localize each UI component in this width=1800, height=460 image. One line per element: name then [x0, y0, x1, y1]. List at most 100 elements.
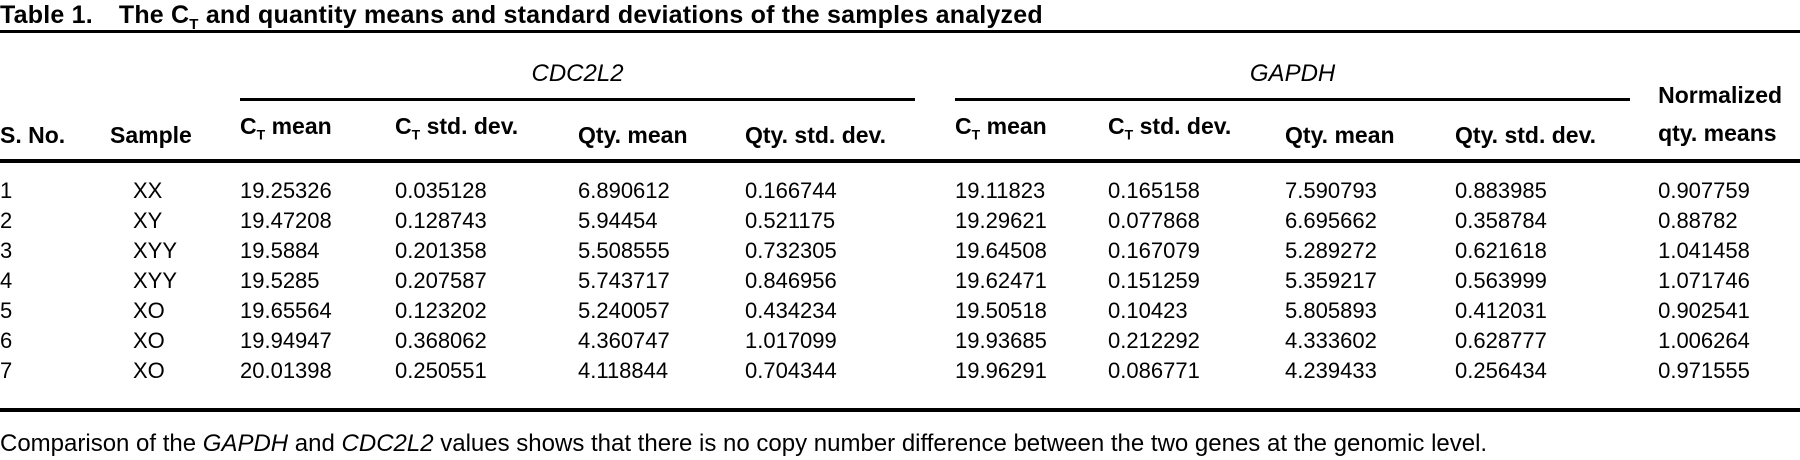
group-header-gapdh: GAPDH [955, 32, 1658, 101]
group-header-spacer [0, 32, 240, 102]
column-header: Qty. mean [1285, 101, 1456, 163]
table-cell: 19.50518 [955, 297, 1047, 323]
table-cell: 0.358784 [1455, 207, 1547, 233]
table-cell: 0.151259 [1108, 267, 1200, 293]
column-header: Sample [110, 101, 240, 163]
gene-group-label: GAPDH [955, 59, 1631, 101]
table-cell: 0.412031 [1455, 297, 1547, 323]
table-row: 5 XO 19.65564 0.123202 5.240057 0.434234 19.50… [0, 296, 1800, 326]
column-header-row: S. No. Sample CT mean CT std. dev. Qty. mean… [0, 101, 1800, 163]
table-cell: 19.47208 [240, 207, 332, 233]
subscript: T [1124, 126, 1134, 143]
column-header: CT mean [240, 101, 395, 163]
column-header: Qty. mean [578, 101, 745, 163]
table-cell: XX [133, 177, 163, 203]
table-cell: 19.5285 [240, 267, 320, 293]
table-cell: 4.360747 [578, 327, 670, 353]
table-cell: 0.883985 [1455, 177, 1547, 203]
table-cell: 1 [0, 177, 13, 203]
subscript: T [971, 126, 981, 143]
table-row: 6 XO 19.94947 0.368062 4.360747 1.017099 19.93… [0, 326, 1800, 356]
table-cell: 0.971555 [1658, 357, 1750, 383]
subscript: T [411, 126, 421, 143]
table-cell: 19.29621 [955, 207, 1047, 233]
table-cell: 7 [0, 357, 13, 383]
table-cell: 5.289272 [1285, 237, 1377, 263]
subscript: T [189, 16, 199, 33]
column-header: Qty. std. dev. [1455, 101, 1659, 163]
table-cell: 4.333602 [1285, 327, 1377, 353]
table-cell: 0.035128 [395, 177, 487, 203]
table-cell: 19.64508 [955, 237, 1047, 263]
table-caption-text: The CT and quantity means and standard d… [118, 1, 1043, 33]
normalized-header-line2: qty. means [1658, 119, 1777, 146]
table-cell: 6.695662 [1285, 207, 1377, 233]
table-row: 2 XY 19.47208 0.128743 5.94454 0.521175 19.296… [0, 206, 1800, 236]
footnote-text: values shows that there is no copy numbe… [433, 429, 1488, 457]
table-cell: 19.11823 [955, 177, 1046, 203]
table-cell: 3 [0, 237, 13, 263]
table-cell: 0.563999 [1455, 267, 1547, 293]
table-cell: 2 [0, 207, 13, 233]
table-cell: 0.732305 [745, 237, 837, 263]
footnote-text: Comparison of the [0, 429, 203, 457]
table-cell: XO [133, 357, 165, 383]
table-cell: 5.359217 [1285, 267, 1377, 293]
table-cell: XO [133, 297, 165, 323]
gene-name: CDC2L2 [341, 429, 434, 457]
column-header: CT std. dev. [395, 101, 578, 163]
table-cell: 1.006264 [1658, 327, 1750, 353]
footnote-text: and [288, 429, 342, 457]
table-cell: XY [133, 207, 163, 233]
table-cell: 0.704344 [745, 357, 837, 383]
table-cell: 0.368062 [395, 327, 487, 353]
table-cell: 0.628777 [1455, 327, 1547, 353]
table-cell: 4.118844 [578, 357, 669, 383]
table-caption: Table 1. The CT and quantity means and st… [0, 0, 1800, 33]
group-header-cdc2l2: CDC2L2 [240, 32, 955, 101]
table-cell: 19.93685 [955, 327, 1047, 353]
column-header: S. No. [0, 101, 110, 163]
column-header: CT std. dev. [1108, 101, 1286, 163]
table-cell: 0.167079 [1108, 237, 1200, 263]
table-cell: 5.240057 [578, 297, 670, 323]
table-cell: 0.165158 [1108, 177, 1200, 203]
table-cell: 0.907759 [1658, 177, 1750, 203]
table-cell: 0.88782 [1658, 207, 1738, 233]
table-cell: 0.207587 [395, 267, 487, 293]
table-cell: XO [133, 327, 165, 353]
table-cell: 0.166744 [745, 177, 837, 203]
table-footnote: Comparison of the GAPDH and CDC2L2 value… [0, 429, 1800, 459]
table-cell: 5 [0, 297, 13, 323]
table-row: 3 XYY 19.5884 0.201358 5.508555 0.732305 19.64… [0, 236, 1800, 266]
column-header: Qty. std. dev. [745, 101, 956, 163]
table-cell: 0.086771 [1108, 357, 1200, 383]
table-cell: 1.017099 [745, 327, 837, 353]
table-cell: 6 [0, 327, 13, 353]
table-cell: 0.123202 [395, 297, 487, 323]
table-cell: 0.212292 [1108, 327, 1200, 353]
column-header: CT mean [955, 101, 1109, 163]
table-number: Table 1. [0, 1, 93, 29]
table-cell: 1.071746 [1658, 267, 1750, 293]
table-cell: XYY [133, 267, 178, 293]
table-cell: XYY [133, 237, 178, 263]
column-header-normalized: Normalized qty. means [1658, 31, 1800, 163]
table-cell: 0.434234 [745, 297, 837, 323]
table-cell: 19.5884 [240, 237, 320, 263]
table-cell: 0.521175 [745, 207, 836, 233]
table-cell: 0.621618 [1455, 237, 1547, 263]
table-cell: 0.077868 [1108, 207, 1200, 233]
table-cell: 5.743717 [578, 267, 670, 293]
table-cell: 19.94947 [240, 327, 332, 353]
group-header-row: CDC2L2 GAPDH Normalized qty. means [0, 31, 1800, 163]
table-cell: 4.239433 [1285, 357, 1377, 383]
table-cell: 5.508555 [578, 237, 670, 263]
table-row: 4 XYY 19.5285 0.207587 5.743717 0.846956 19.62… [0, 266, 1800, 296]
table-cell: 0.846956 [745, 267, 837, 293]
gene-group-label: CDC2L2 [240, 59, 916, 101]
table-body: 1 XX 19.25326 0.035128 6.890612 0.166744 19.11… [0, 161, 1800, 410]
table-cell: 20.01398 [240, 357, 332, 383]
table-cell: 0.902541 [1658, 297, 1750, 323]
